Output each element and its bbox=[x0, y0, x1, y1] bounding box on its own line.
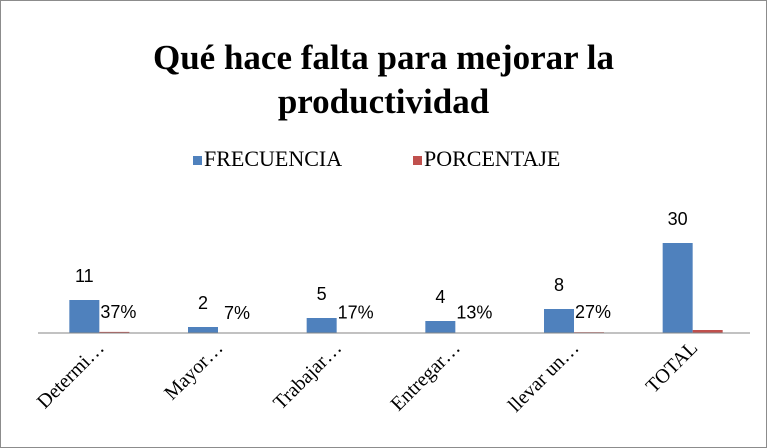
value-label: 7% bbox=[224, 303, 250, 323]
value-label: 2 bbox=[198, 293, 208, 313]
legend-swatch bbox=[193, 156, 202, 165]
bar bbox=[425, 321, 456, 333]
x-tick-label: llevar un… bbox=[504, 337, 584, 417]
x-tick-label: Mayor… bbox=[160, 337, 227, 404]
value-label: 11 bbox=[75, 266, 94, 286]
legend-swatch bbox=[413, 156, 422, 165]
bar bbox=[662, 243, 693, 333]
chart-title: Qué hace falta para mejorar la productiv… bbox=[152, 38, 615, 121]
value-label: 30 bbox=[668, 209, 688, 229]
bar bbox=[99, 331, 130, 333]
x-tick-label: Entregar… bbox=[386, 337, 464, 415]
value-label: 27% bbox=[575, 302, 611, 322]
bar bbox=[692, 330, 723, 333]
bar bbox=[544, 309, 574, 333]
legend-label: FRECUENCIA bbox=[204, 146, 342, 171]
value-label: 4 bbox=[435, 287, 445, 307]
x-tick-label: Trabajar… bbox=[269, 337, 346, 414]
value-label: 13% bbox=[456, 303, 492, 323]
value-label: 37% bbox=[100, 302, 136, 322]
x-tick-label: TOTAL bbox=[642, 337, 703, 398]
value-label: 5 bbox=[317, 284, 327, 304]
legend-label: PORCENTAJE bbox=[424, 146, 560, 171]
bar bbox=[188, 327, 218, 333]
bar bbox=[69, 300, 100, 333]
value-label: 17% bbox=[338, 302, 374, 322]
value-label: 8 bbox=[554, 275, 564, 295]
bar bbox=[306, 318, 337, 333]
x-tick-label: Determi… bbox=[33, 337, 109, 413]
